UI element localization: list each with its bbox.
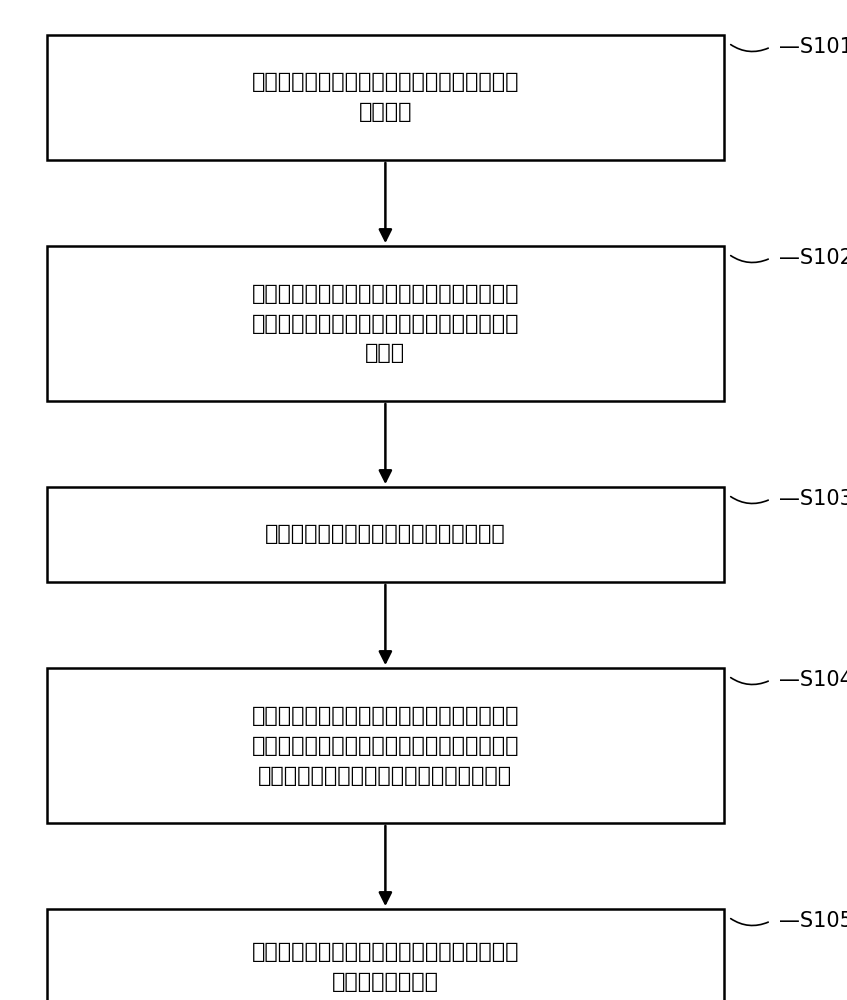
Bar bbox=[47, 487, 724, 582]
Bar bbox=[47, 909, 724, 1000]
Text: —S104: —S104 bbox=[779, 670, 847, 690]
Text: 直至完成全部作业: 直至完成全部作业 bbox=[332, 972, 439, 992]
Bar bbox=[47, 668, 724, 823]
Text: 在作业过程中，接收到调节指令时，启动路径: 在作业过程中，接收到调节指令时，启动路径 bbox=[252, 73, 519, 93]
Text: 记忆功能: 记忆功能 bbox=[358, 103, 412, 122]
Text: 实时采集每组数据；每组数据包括采集时刻、: 实时采集每组数据；每组数据包括采集时刻、 bbox=[252, 284, 519, 304]
Bar bbox=[47, 35, 724, 160]
Text: —S105: —S105 bbox=[779, 911, 847, 931]
Text: —S103: —S103 bbox=[779, 489, 847, 509]
Text: —S101: —S101 bbox=[779, 37, 847, 57]
Text: 业程序；作业程序包括作业路径和作业参数: 业程序；作业程序包括作业路径和作业参数 bbox=[258, 766, 512, 786]
Text: —S102: —S102 bbox=[779, 248, 847, 268]
Text: 与采集时刻对应的各个运动机构实时位置和作: 与采集时刻对应的各个运动机构实时位置和作 bbox=[252, 314, 519, 334]
Text: 根据新的作业程序，自动更新后续作业程序，: 根据新的作业程序，自动更新后续作业程序， bbox=[252, 942, 519, 962]
Text: 按照时间先后顺序保存经过确认后的数据: 按照时间先后顺序保存经过确认后的数据 bbox=[265, 524, 506, 544]
Text: 保存的数据拟合成新的作业路径，生成新的作: 保存的数据拟合成新的作业路径，生成新的作 bbox=[252, 736, 519, 756]
Bar bbox=[47, 246, 724, 401]
Text: 在该条作业路径完成后，根据时间先后顺序将: 在该条作业路径完成后，根据时间先后顺序将 bbox=[252, 706, 519, 726]
Text: 业参数: 业参数 bbox=[365, 343, 406, 363]
